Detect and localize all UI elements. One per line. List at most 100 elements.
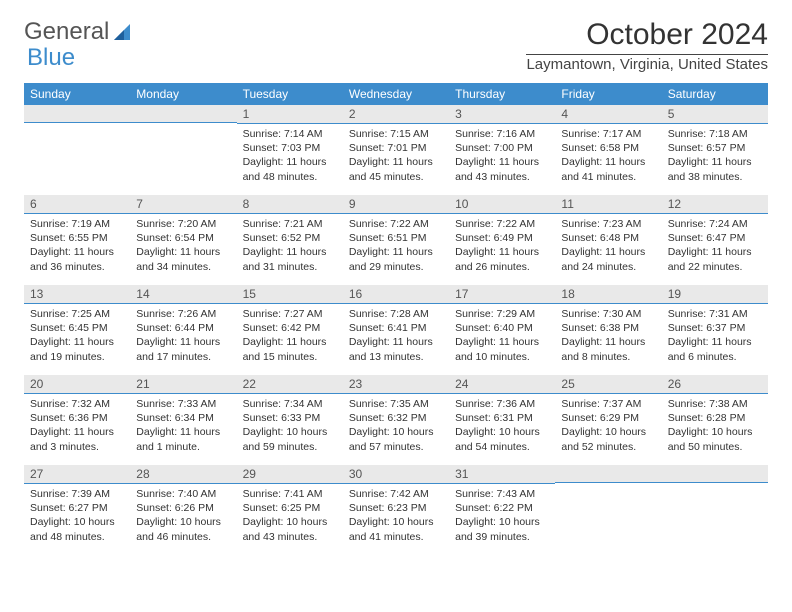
daylight-text: Daylight: 11 hours and 8 minutes.: [561, 335, 655, 363]
cell-body: Sunrise: 7:20 AMSunset: 6:54 PMDaylight:…: [130, 214, 236, 278]
daylight-text: Daylight: 10 hours and 43 minutes.: [243, 515, 337, 543]
cell-body: Sunrise: 7:35 AMSunset: 6:32 PMDaylight:…: [343, 394, 449, 458]
sunrise-text: Sunrise: 7:19 AM: [30, 217, 124, 231]
calendar-cell: 12Sunrise: 7:24 AMSunset: 6:47 PMDayligh…: [662, 195, 768, 285]
sunrise-text: Sunrise: 7:38 AM: [668, 397, 762, 411]
daylight-text: Daylight: 11 hours and 34 minutes.: [136, 245, 230, 273]
sunrise-text: Sunrise: 7:25 AM: [30, 307, 124, 321]
calendar-body: 1Sunrise: 7:14 AMSunset: 7:03 PMDaylight…: [24, 105, 768, 555]
calendar-cell: 7Sunrise: 7:20 AMSunset: 6:54 PMDaylight…: [130, 195, 236, 285]
day-header: Friday: [555, 83, 661, 105]
title-block: October 2024 Laymantown, Virginia, Unite…: [526, 18, 768, 73]
sunrise-text: Sunrise: 7:14 AM: [243, 127, 337, 141]
location: Laymantown, Virginia, United States: [526, 54, 768, 73]
cell-body: Sunrise: 7:33 AMSunset: 6:34 PMDaylight:…: [130, 394, 236, 458]
day-number: 28: [130, 465, 236, 484]
day-header: Wednesday: [343, 83, 449, 105]
day-number: 10: [449, 195, 555, 214]
sunset-text: Sunset: 6:38 PM: [561, 321, 655, 335]
cell-body: Sunrise: 7:37 AMSunset: 6:29 PMDaylight:…: [555, 394, 661, 458]
daylight-text: Daylight: 10 hours and 39 minutes.: [455, 515, 549, 543]
day-number: 19: [662, 285, 768, 304]
daylight-text: Daylight: 10 hours and 57 minutes.: [349, 425, 443, 453]
day-number: 23: [343, 375, 449, 394]
daylight-text: Daylight: 10 hours and 48 minutes.: [30, 515, 124, 543]
sunrise-text: Sunrise: 7:31 AM: [668, 307, 762, 321]
daylight-text: Daylight: 11 hours and 1 minute.: [136, 425, 230, 453]
day-number: 9: [343, 195, 449, 214]
calendar-cell: 20Sunrise: 7:32 AMSunset: 6:36 PMDayligh…: [24, 375, 130, 465]
calendar-head: SundayMondayTuesdayWednesdayThursdayFrid…: [24, 83, 768, 105]
logo-text-general: General: [24, 18, 109, 46]
sunrise-text: Sunrise: 7:43 AM: [455, 487, 549, 501]
day-header: Monday: [130, 83, 236, 105]
calendar-cell: 6Sunrise: 7:19 AMSunset: 6:55 PMDaylight…: [24, 195, 130, 285]
cell-body: Sunrise: 7:31 AMSunset: 6:37 PMDaylight:…: [662, 304, 768, 368]
day-number: 8: [237, 195, 343, 214]
cell-body: Sunrise: 7:19 AMSunset: 6:55 PMDaylight:…: [24, 214, 130, 278]
sunrise-text: Sunrise: 7:28 AM: [349, 307, 443, 321]
calendar-cell: 1Sunrise: 7:14 AMSunset: 7:03 PMDaylight…: [237, 105, 343, 195]
day-number: 30: [343, 465, 449, 484]
day-number: 21: [130, 375, 236, 394]
day-number: 26: [662, 375, 768, 394]
day-number: 14: [130, 285, 236, 304]
logo-text-blue: Blue: [27, 44, 75, 72]
sunset-text: Sunset: 6:55 PM: [30, 231, 124, 245]
calendar-cell: 30 Sunrise: 7:42 AMSunset: 6:23 PMDayligh…: [343, 465, 449, 555]
calendar-cell: 14Sunrise: 7:26 AMSunset: 6:44 PMDayligh…: [130, 285, 236, 375]
sunset-text: Sunset: 6:42 PM: [243, 321, 337, 335]
day-number: 18: [555, 285, 661, 304]
daylight-text: Daylight: 11 hours and 36 minutes.: [30, 245, 124, 273]
day-number: 4: [555, 105, 661, 124]
calendar-cell: 23Sunrise: 7:35 AMSunset: 6:32 PMDayligh…: [343, 375, 449, 465]
day-number: 5: [662, 105, 768, 124]
daylight-text: Daylight: 11 hours and 15 minutes.: [243, 335, 337, 363]
sunrise-text: Sunrise: 7:42 AM: [349, 487, 443, 501]
sunrise-text: Sunrise: 7:16 AM: [455, 127, 549, 141]
daylight-text: Daylight: 10 hours and 41 minutes.: [349, 515, 443, 543]
cell-body: Sunrise: 7:24 AMSunset: 6:47 PMDaylight:…: [662, 214, 768, 278]
sunrise-text: Sunrise: 7:37 AM: [561, 397, 655, 411]
header: General October 2024 Laymantown, Virgini…: [0, 0, 792, 77]
day-number: 25: [555, 375, 661, 394]
sunset-text: Sunset: 6:49 PM: [455, 231, 549, 245]
sunrise-text: Sunrise: 7:41 AM: [243, 487, 337, 501]
sunset-text: Sunset: 6:52 PM: [243, 231, 337, 245]
sunset-text: Sunset: 6:45 PM: [30, 321, 124, 335]
sunrise-text: Sunrise: 7:27 AM: [243, 307, 337, 321]
sunset-text: Sunset: 6:32 PM: [349, 411, 443, 425]
sunset-text: Sunset: 6:23 PM: [349, 501, 443, 515]
daylight-text: Daylight: 11 hours and 29 minutes.: [349, 245, 443, 273]
daylight-text: Daylight: 11 hours and 13 minutes.: [349, 335, 443, 363]
calendar-cell: 26Sunrise: 7:38 AMSunset: 6:28 PMDayligh…: [662, 375, 768, 465]
day-number: 3: [449, 105, 555, 124]
sunrise-text: Sunrise: 7:21 AM: [243, 217, 337, 231]
day-number: 17: [449, 285, 555, 304]
sunrise-text: Sunrise: 7:33 AM: [136, 397, 230, 411]
daylight-text: Daylight: 11 hours and 10 minutes.: [455, 335, 549, 363]
daylight-text: Daylight: 10 hours and 52 minutes.: [561, 425, 655, 453]
sunrise-text: Sunrise: 7:30 AM: [561, 307, 655, 321]
cell-body: Sunrise: 7:30 AMSunset: 6:38 PMDaylight:…: [555, 304, 661, 368]
daylight-text: Daylight: 11 hours and 24 minutes.: [561, 245, 655, 273]
daylight-text: Daylight: 11 hours and 17 minutes.: [136, 335, 230, 363]
calendar-table: SundayMondayTuesdayWednesdayThursdayFrid…: [24, 83, 768, 555]
calendar-cell: 25Sunrise: 7:37 AMSunset: 6:29 PMDayligh…: [555, 375, 661, 465]
calendar-cell: [555, 465, 661, 555]
cell-body: Sunrise: 7:22 AMSunset: 6:49 PMDaylight:…: [449, 214, 555, 278]
day-header: Tuesday: [237, 83, 343, 105]
cell-body: Sunrise: 7:32 AMSunset: 6:36 PMDaylight:…: [24, 394, 130, 458]
day-number: 27: [24, 465, 130, 484]
day-number: 29: [237, 465, 343, 484]
sunrise-text: Sunrise: 7:18 AM: [668, 127, 762, 141]
cell-body: Sunrise: 7:21 AMSunset: 6:52 PMDaylight:…: [237, 214, 343, 278]
daylight-text: Daylight: 10 hours and 59 minutes.: [243, 425, 337, 453]
daylight-text: Daylight: 11 hours and 48 minutes.: [243, 155, 337, 183]
cell-body: Sunrise: 7:22 AMSunset: 6:51 PMDaylight:…: [343, 214, 449, 278]
day-number: 15: [237, 285, 343, 304]
sunset-text: Sunset: 6:36 PM: [30, 411, 124, 425]
calendar-cell: 5Sunrise: 7:18 AMSunset: 6:57 PMDaylight…: [662, 105, 768, 195]
sunset-text: Sunset: 6:51 PM: [349, 231, 443, 245]
sunset-text: Sunset: 6:58 PM: [561, 141, 655, 155]
